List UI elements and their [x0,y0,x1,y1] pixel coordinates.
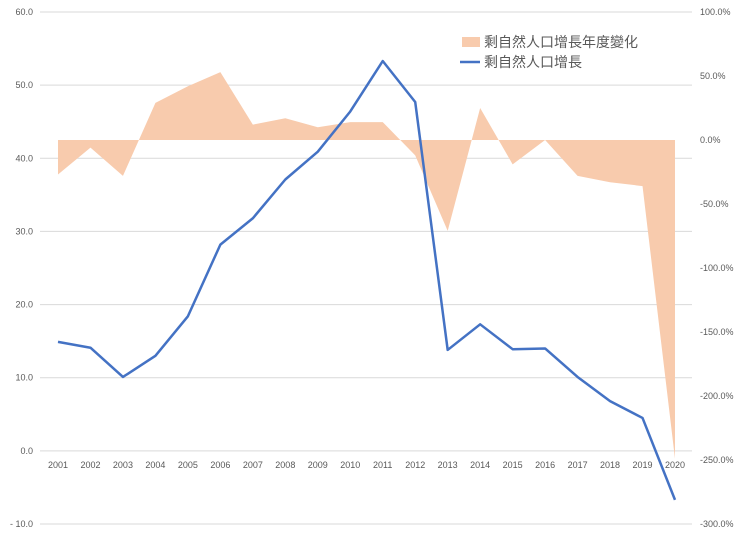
right-axis-tick-label: -150.0% [700,327,734,337]
x-axis-tick-label: 2013 [438,460,458,470]
legend: 剩自然人口增長年度變化 剩自然人口增長 [460,34,638,71]
x-axis: 2001 2002 2003 2004 2005 2006 2007 2008 2009 2010… [48,460,685,470]
left-axis-tick-label: 10.0 [15,373,33,383]
right-axis: -300.0% -250.0% -200.0% -150.0% -100.0% -50.0… [700,7,734,529]
legend-label-area: 剩自然人口增長年度變化 [484,34,638,51]
left-axis-tick-label: 20.0 [15,300,33,310]
left-axis: - 10.0 0.0 10.0 20.0 30.0 40.0 50.0 60.0 [10,7,33,529]
x-axis-tick-label: 2005 [178,460,198,470]
x-axis-tick-label: 2006 [210,460,230,470]
x-axis-tick-label: 2012 [405,460,425,470]
area-series-layer [58,72,675,459]
left-axis-tick-label: 30.0 [15,226,33,236]
left-axis-tick-label: 60.0 [15,7,33,17]
right-axis-tick-label: -300.0% [700,519,734,529]
legend-label-line: 剩自然人口增長 [484,54,582,71]
area-series-fill [58,72,675,459]
right-axis-tick-label: 100.0% [700,7,731,17]
left-axis-tick-label: 0.0 [20,446,33,456]
x-axis-tick-label: 2007 [243,460,263,470]
line-series-path [57,59,677,501]
x-axis-tick-label: 2002 [80,460,100,470]
left-axis-tick-label: 50.0 [15,80,33,90]
x-axis-tick-label: 2019 [633,460,653,470]
x-axis-tick-label: 2008 [275,460,295,470]
x-axis-tick-label: 2014 [470,460,490,470]
x-axis-tick-label: 2003 [113,460,133,470]
x-axis-tick-label: 2018 [600,460,620,470]
right-axis-tick-label: -100.0% [700,263,734,273]
left-axis-tick-label: 40.0 [15,153,33,163]
x-axis-tick-label: 2010 [340,460,360,470]
x-axis-tick-label: 2015 [503,460,523,470]
x-axis-tick-label: 2004 [145,460,165,470]
x-axis-tick-label: 2011 [373,460,392,470]
right-axis-tick-label: 50.0% [700,71,726,81]
legend-swatch-area [462,37,480,47]
x-axis-tick-label: 2020 [665,460,685,470]
gridlines [40,11,692,525]
x-axis-tick-label: 2017 [568,460,588,470]
x-axis-tick-label: 2001 [48,460,68,470]
right-axis-tick-label: -250.0% [700,455,734,465]
line-series-layer [57,59,677,501]
right-axis-tick-label: -50.0% [700,199,729,209]
x-axis-tick-label: 2016 [535,460,555,470]
left-axis-tick-label: - 10.0 [10,519,33,529]
right-axis-tick-label: 0.0% [700,135,721,145]
x-axis-tick-label: 2009 [308,460,328,470]
right-axis-tick-label: -200.0% [700,391,734,401]
